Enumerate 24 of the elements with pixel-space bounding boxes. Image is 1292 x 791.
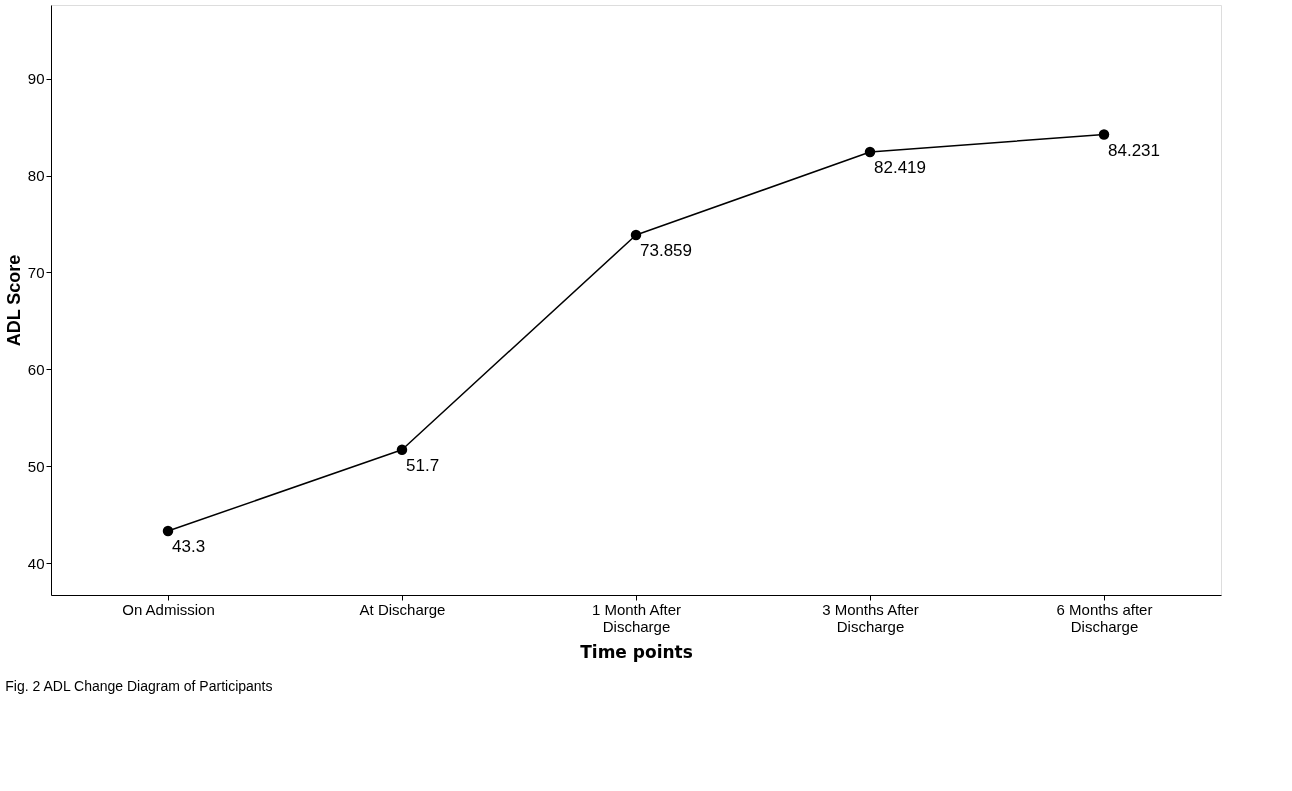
data-label: 73.859 [640, 241, 692, 260]
y-tick-label: 40 [27, 554, 45, 572]
point [864, 146, 876, 158]
x-tick-label: 3 Months After Discharge [822, 600, 919, 635]
x-axis-title: Time points [580, 641, 693, 662]
data-label: 84.231 [1108, 140, 1160, 160]
y-tick-label: 60 [27, 360, 45, 378]
point [162, 525, 174, 537]
data-label: 43.3 [172, 537, 206, 557]
point [1098, 129, 1110, 140]
y-tick-label: 90 [27, 70, 45, 88]
x-tick-label: 6 Months after Discharge [1056, 600, 1153, 635]
data-label: 82.419 [874, 158, 926, 178]
x-tick-label: On Admission [122, 600, 215, 618]
y-tick-label: 80 [27, 167, 45, 185]
x-tick-label: At Discharge [359, 600, 446, 618]
y-tick-label: 70 [27, 263, 45, 281]
y-axis-title: ADL Score [3, 254, 24, 347]
x-tick-label: 1 Month After Discharge [591, 600, 682, 635]
point [396, 444, 408, 455]
point [630, 229, 642, 241]
data-label: 51.7 [406, 455, 440, 475]
y-tick-label: 50 [27, 457, 45, 475]
caption: Fig. 2 ADL Change Diagram of Participants [5, 678, 273, 694]
